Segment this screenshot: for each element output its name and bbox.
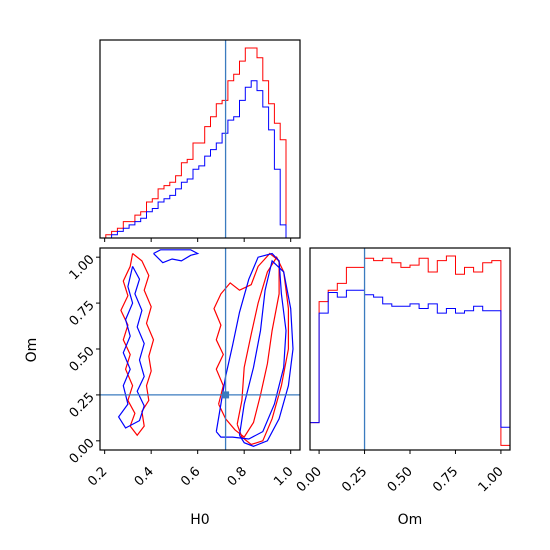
om-histogram-panel (309, 247, 511, 454)
x-axis-label-h0: H0 (190, 512, 209, 528)
h0-hist-series-0 (100, 47, 298, 239)
h0-histogram-panel (99, 39, 301, 242)
h0-hist-series-1 (100, 80, 298, 239)
om-hist-series-0 (310, 255, 510, 446)
x-axis-label-om: Om (398, 512, 423, 528)
h0-hist-frame (99, 39, 301, 239)
contour-1-0 (153, 249, 200, 264)
truth-marker (222, 391, 230, 399)
contour-0-0 (120, 253, 155, 437)
y-axis-label-om: Om (24, 338, 40, 363)
contour-1-2 (215, 252, 287, 440)
contour-0-2 (236, 255, 289, 446)
h0-om-contour-panel (96, 247, 301, 454)
om-hist-series-1 (310, 289, 510, 428)
contour-1-1 (117, 266, 145, 429)
contour-0-1 (213, 252, 280, 438)
contour-1-3 (238, 259, 294, 447)
